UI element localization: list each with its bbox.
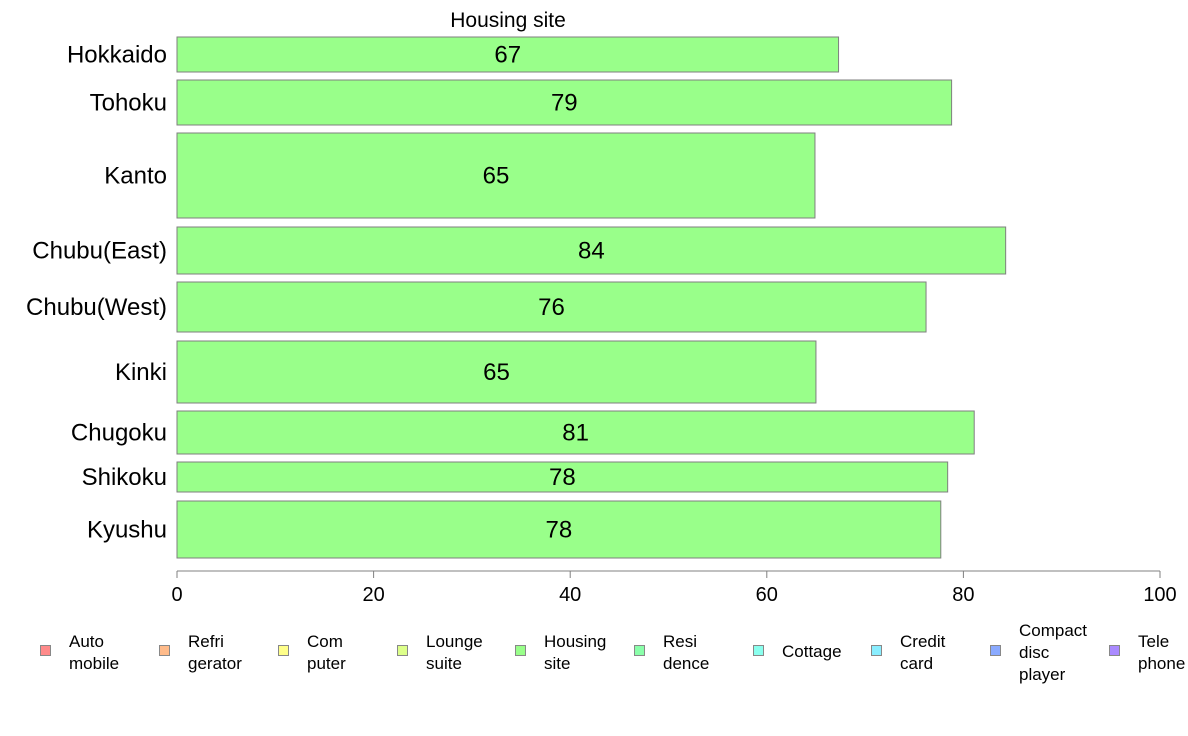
legend-label-line: Resi xyxy=(663,632,698,651)
value-label: 78 xyxy=(549,464,576,491)
legend-label-line: Auto xyxy=(69,632,104,651)
legend-item: Credit card xyxy=(871,631,945,675)
category-label: Chubu(West) xyxy=(26,294,167,321)
bar-kinki xyxy=(176,340,817,404)
legend-label-line: Com xyxy=(307,632,343,651)
legend-swatch xyxy=(278,645,289,656)
legend-swatch xyxy=(871,645,882,656)
legend-label: Housing site xyxy=(544,631,606,675)
legend-label-line: gerator xyxy=(188,654,242,673)
bar-kanto xyxy=(176,132,816,219)
category-label: Tohoku xyxy=(90,90,167,117)
legend-item: Tele phone xyxy=(1109,631,1185,675)
legend-swatch xyxy=(990,645,1001,656)
legend-label-line: Cottage xyxy=(782,642,842,661)
legend-label: Auto mobile xyxy=(69,631,119,675)
legend-item: Compact disc player xyxy=(990,620,1087,686)
legend-label-line: disc xyxy=(1019,643,1050,662)
legend-label-line: Refri xyxy=(188,632,224,651)
legend-label: Cottage xyxy=(782,641,842,663)
bar-shikoku xyxy=(176,461,949,493)
chart-title: Housing site xyxy=(450,9,566,32)
value-label: 81 xyxy=(562,420,589,447)
legend-swatch xyxy=(159,645,170,656)
legend-swatch xyxy=(753,645,764,656)
x-tick-label: 80 xyxy=(952,584,974,606)
legend-label: Compact disc player xyxy=(1019,620,1087,686)
value-label: 67 xyxy=(494,42,521,69)
legend-item: Resi dence xyxy=(634,631,709,675)
legend-label: Tele phone xyxy=(1138,631,1185,675)
legend-label: Resi dence xyxy=(663,631,709,675)
legend-label-line: Compact xyxy=(1019,621,1088,640)
legend-label-line: Credit xyxy=(900,632,946,651)
legend-swatch xyxy=(1109,645,1120,656)
legend-swatch xyxy=(40,645,51,656)
value-label: 84 xyxy=(578,238,605,265)
legend-item: Housing site xyxy=(515,631,606,675)
legend-item: Auto mobile xyxy=(40,631,119,675)
legend-label-line: mobile xyxy=(69,654,120,673)
legend-label-line: phone xyxy=(1138,654,1186,673)
legend-item: Com puter xyxy=(278,631,346,675)
value-label: 65 xyxy=(483,163,510,190)
legend-label: Credit card xyxy=(900,631,945,675)
x-tick-label: 20 xyxy=(362,584,384,606)
legend-label-line: Housing xyxy=(544,632,607,651)
legend-label: Refri gerator xyxy=(188,631,242,675)
bar-tohoku xyxy=(176,79,953,126)
legend-swatch xyxy=(515,645,526,656)
legend-swatch xyxy=(634,645,645,656)
category-label: Kanto xyxy=(104,163,167,190)
legend-label-line: dence xyxy=(663,654,710,673)
bar-kyushu xyxy=(176,500,942,559)
legend-label-line: card xyxy=(900,654,934,673)
category-label: Hokkaido xyxy=(67,42,167,69)
legend-label-line: Lounge xyxy=(426,632,483,651)
category-label: Chubu(East) xyxy=(32,238,167,265)
legend-label: Com puter xyxy=(307,631,346,675)
value-label: 78 xyxy=(546,517,573,544)
bar-chubu-west xyxy=(176,281,927,333)
value-label: 76 xyxy=(538,294,565,321)
legend-label-line: player xyxy=(1019,665,1066,684)
x-tick-label: 60 xyxy=(756,584,778,606)
x-tick-label: 40 xyxy=(559,584,581,606)
legend-label-line: site xyxy=(544,654,571,673)
legend-label-line: puter xyxy=(307,654,346,673)
legend-label-line: Tele xyxy=(1138,632,1170,651)
bar-chubu-east xyxy=(176,226,1007,275)
bar-chugoku xyxy=(176,410,975,455)
legend-label: Lounge suite xyxy=(426,631,483,675)
x-axis: 0 20 40 60 80 100 xyxy=(171,570,1177,606)
bar-hokkaido xyxy=(176,36,840,73)
legend-swatch xyxy=(397,645,408,656)
x-tick-label: 100 xyxy=(1143,584,1176,606)
legend-item: Refri gerator xyxy=(159,631,242,675)
value-label: 79 xyxy=(551,90,578,117)
category-label: Kinki xyxy=(115,359,167,386)
category-label: Kyushu xyxy=(87,517,167,544)
category-label: Shikoku xyxy=(82,464,167,491)
legend-item: Lounge suite xyxy=(397,631,483,675)
value-label: 65 xyxy=(483,359,510,386)
bars-group: Hokkaido 67 Tohoku 79 Kanto 65 Chubu(East) 84 Ch… xyxy=(26,36,1007,559)
legend-label-line: suite xyxy=(426,654,462,673)
legend-item: Cottage xyxy=(753,631,842,663)
category-label: Chugoku xyxy=(71,420,167,447)
x-tick-label: 0 xyxy=(171,584,182,606)
